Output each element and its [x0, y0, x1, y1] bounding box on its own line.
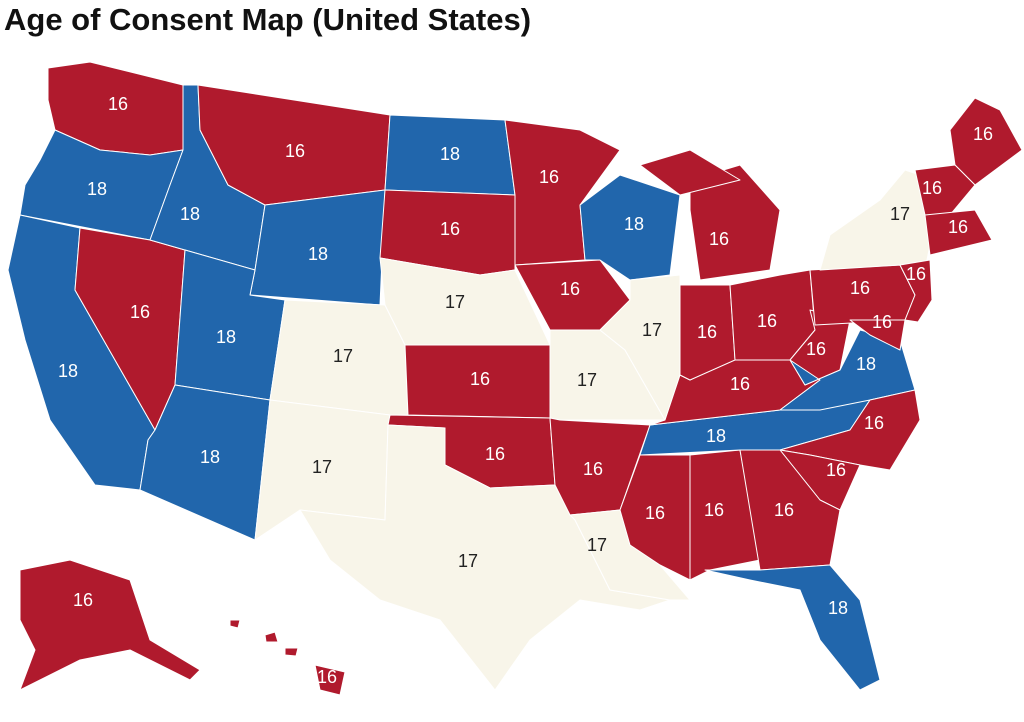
region-label: 16 [806, 339, 826, 359]
region [249, 189, 386, 306]
region [924, 209, 993, 256]
region-label: 17 [333, 346, 353, 366]
region-label: 16 [704, 500, 724, 520]
region-label: 16 [697, 322, 717, 342]
region-shape [264, 631, 279, 643]
region-label: 16 [709, 229, 729, 249]
region-label: 16 [440, 219, 460, 239]
region-label: 16 [757, 311, 777, 331]
region-label: 18 [200, 447, 220, 467]
map-title: Age of Consent Map (United States) [4, 2, 532, 37]
region-label: 17 [312, 457, 332, 477]
region-label: 16 [774, 500, 794, 520]
region-shape [924, 209, 993, 256]
region-shape [229, 619, 241, 629]
region-label: 16 [560, 279, 580, 299]
region-label: 16 [73, 590, 93, 610]
region-label: 17 [890, 204, 910, 224]
region-label: 17 [458, 551, 478, 571]
region-label: 16 [583, 459, 603, 479]
region-label: 16 [864, 413, 884, 433]
region-shape [819, 169, 931, 271]
region-label: 17 [445, 292, 465, 312]
region-label: 16 [485, 444, 505, 464]
region-label: 16 [730, 374, 750, 394]
region-shape [19, 559, 201, 691]
region-shape [249, 189, 386, 306]
region-shape [639, 149, 741, 196]
region-label: 16 [826, 460, 846, 480]
region-label: 16 [872, 312, 892, 332]
region-label: 18 [856, 354, 876, 374]
region-shape [899, 259, 933, 323]
region-label: 16 [108, 94, 128, 114]
region-label: 16 [922, 178, 942, 198]
region-label: 18 [828, 598, 848, 618]
region [704, 564, 881, 691]
region-shape [679, 284, 736, 381]
region-label: 16 [850, 278, 870, 298]
region-shape [914, 164, 976, 216]
region-label: 16 [973, 124, 993, 144]
region [639, 149, 781, 281]
region-label: 16 [285, 141, 305, 161]
region-label: 18 [440, 144, 460, 164]
region [914, 164, 976, 216]
region-label: 18 [706, 426, 726, 446]
region-label: 16 [948, 217, 968, 237]
region-label: 16 [645, 503, 665, 523]
region-label: 18 [216, 327, 236, 347]
region [19, 559, 201, 691]
region-shape [704, 564, 881, 691]
region-label: 17 [642, 320, 662, 340]
region-shape [314, 664, 346, 696]
region-label: 17 [577, 370, 597, 390]
region-label: 18 [180, 204, 200, 224]
region-label: 16 [317, 667, 337, 687]
region [229, 619, 346, 696]
region-shape [689, 164, 781, 281]
region-label: 16 [539, 167, 559, 187]
region [849, 319, 906, 351]
region-label: 18 [624, 214, 644, 234]
region-label: 18 [308, 244, 328, 264]
region-shape [849, 319, 906, 351]
region-label: 17 [587, 535, 607, 555]
region-label: 18 [87, 179, 107, 199]
region-label: 16 [906, 264, 926, 284]
region-shape [284, 647, 299, 657]
region-label: 16 [130, 302, 150, 322]
region [679, 284, 736, 381]
region-label: 18 [58, 361, 78, 381]
region [899, 259, 933, 323]
region [819, 169, 931, 271]
region-label: 16 [470, 369, 490, 389]
